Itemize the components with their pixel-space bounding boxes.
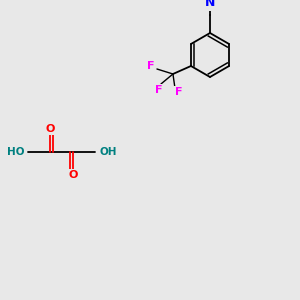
Text: F: F (147, 61, 155, 71)
Text: N: N (205, 0, 215, 10)
Text: F: F (175, 87, 183, 97)
Text: F: F (155, 85, 163, 95)
Text: HO: HO (7, 147, 24, 157)
Text: O: O (68, 170, 78, 180)
Text: O: O (45, 124, 55, 134)
Text: OH: OH (99, 147, 116, 157)
